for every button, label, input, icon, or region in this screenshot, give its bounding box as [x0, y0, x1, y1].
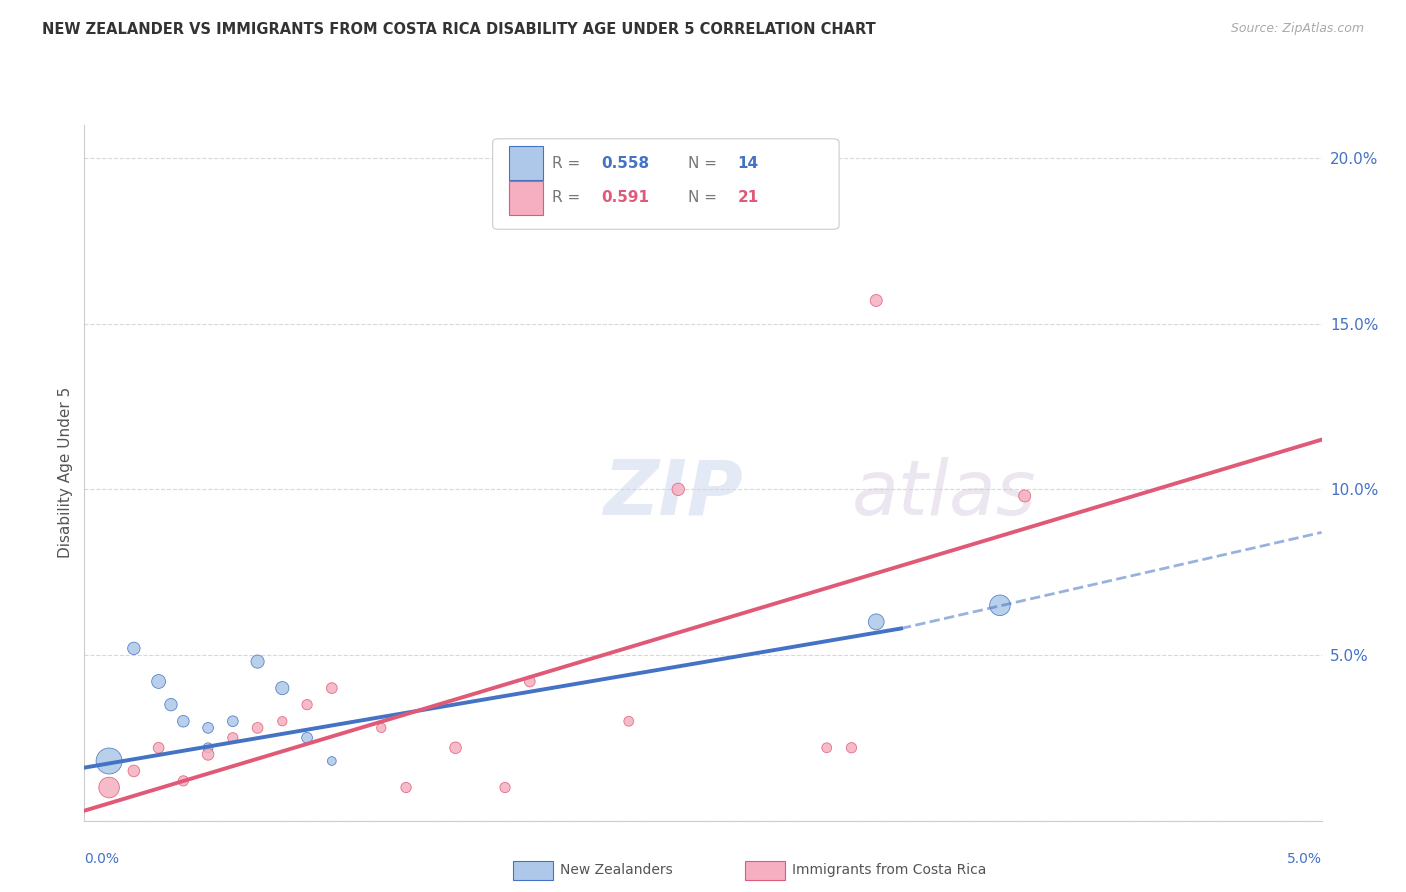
Point [98, 780, 121, 795]
Y-axis label: Disability Age Under 5: Disability Age Under 5 [58, 387, 73, 558]
Text: NEW ZEALANDER VS IMMIGRANTS FROM COSTA RICA DISABILITY AGE UNDER 5 CORRELATION C: NEW ZEALANDER VS IMMIGRANTS FROM COSTA R… [42, 22, 876, 37]
FancyBboxPatch shape [509, 146, 543, 180]
Point [172, 773, 194, 788]
Point [122, 641, 145, 656]
Text: 0.0%: 0.0% [84, 852, 120, 866]
Text: 14: 14 [738, 155, 759, 170]
Text: atlas: atlas [852, 457, 1036, 531]
Text: R =: R = [553, 190, 585, 205]
Point [148, 740, 170, 755]
Point [321, 681, 343, 695]
Text: 0.591: 0.591 [602, 190, 650, 205]
FancyBboxPatch shape [509, 181, 543, 215]
Text: R =: R = [553, 155, 585, 170]
Point [246, 655, 269, 669]
Point [444, 740, 467, 755]
Text: 5.0%: 5.0% [1286, 852, 1322, 866]
Point [666, 483, 689, 497]
Point [841, 740, 863, 755]
Text: Immigrants from Costa Rica: Immigrants from Costa Rica [792, 863, 986, 877]
Point [1014, 489, 1036, 503]
Point [148, 674, 170, 689]
Point [865, 615, 887, 629]
Point [122, 764, 145, 778]
Point [295, 731, 318, 745]
Point [197, 721, 219, 735]
Text: 0.558: 0.558 [602, 155, 650, 170]
Point [295, 698, 318, 712]
Point [865, 293, 887, 308]
Point [197, 747, 219, 762]
Text: 21: 21 [738, 190, 759, 205]
Point [494, 780, 516, 795]
Point [988, 599, 1011, 613]
Point [271, 681, 294, 695]
Point [222, 731, 245, 745]
Point [246, 721, 269, 735]
Text: Source: ZipAtlas.com: Source: ZipAtlas.com [1230, 22, 1364, 36]
Text: N =: N = [688, 155, 723, 170]
Point [172, 714, 194, 729]
Point [98, 754, 121, 768]
Point [271, 714, 294, 729]
Point [370, 721, 392, 735]
Point [222, 714, 245, 729]
Point [617, 714, 640, 729]
Point [321, 754, 343, 768]
Text: ZIP: ZIP [605, 457, 744, 531]
Point [160, 698, 183, 712]
Point [519, 674, 541, 689]
Point [815, 740, 838, 755]
Point [197, 740, 219, 755]
Point [395, 780, 418, 795]
Text: New Zealanders: New Zealanders [560, 863, 672, 877]
FancyBboxPatch shape [492, 139, 839, 229]
Text: N =: N = [688, 190, 723, 205]
